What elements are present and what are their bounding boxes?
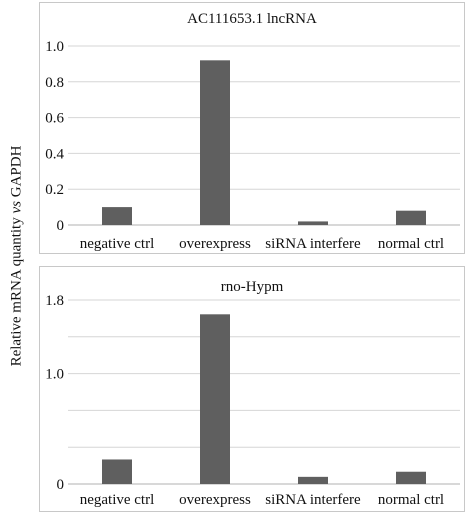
y-tick-label: 0.2 [45,182,64,198]
x-tick-label: normal ctrl [378,492,444,508]
bar-normal-ctrl [396,210,426,225]
y-tick-label: 0 [57,477,65,493]
bar-chart-hypm: 0 1.0 1.8 negative ctrl overexpress siRNA int… [45,293,460,508]
y-axis-label-vs: vs [8,201,25,214]
chart-title: rno-Hypm [220,279,284,295]
x-tick-label: normal ctrl [378,236,444,252]
x-tick-label: negative ctrl [80,236,155,252]
x-tick-label: overexpress [179,492,251,508]
y-axis-label-post: GAPDH [8,145,25,202]
bar-sirna-interfere [298,476,328,484]
y-axis-label-area: Relative mRNA quantity vs GAPDH [0,0,34,513]
bar-sirna-interfere [298,221,328,225]
y-tick-label: 1.0 [45,39,64,55]
bar-normal-ctrl [396,471,426,484]
y-tick-label: 1.0 [45,367,64,383]
bar-overexpress [200,60,230,225]
chart-panel-lncrna: AC111653.1 lncRNA 0 0.2 0.4 0.6 0.8 1.0 negati… [39,2,465,254]
chart-panel-hypm: rno-Hypm 0 1.0 1.8 negative ctrl overexpress… [39,266,465,512]
bar-overexpress [200,314,230,484]
y-tick-label: 0.4 [45,146,64,162]
x-tick-label: overexpress [179,236,251,252]
chart-title: AC111653.1 lncRNA [187,11,317,27]
x-tick-label: siRNA interfere [265,236,361,252]
y-tick-label: 0.6 [45,111,64,127]
y-tick-label: 0 [57,218,65,234]
y-tick-label: 0.8 [45,75,64,91]
y-axis-label-pre: Relative mRNA quantity [8,213,25,367]
bar-negative-ctrl [102,459,132,484]
bar-negative-ctrl [102,207,132,225]
y-tick-label: 1.8 [45,293,64,309]
y-axis-label: Relative mRNA quantity vs GAPDH [9,146,26,367]
bar-chart-lncrna: 0 0.2 0.4 0.6 0.8 1.0 negative ctrl overexpress… [45,39,460,252]
x-tick-label: negative ctrl [80,492,155,508]
x-tick-label: siRNA interfere [265,492,361,508]
